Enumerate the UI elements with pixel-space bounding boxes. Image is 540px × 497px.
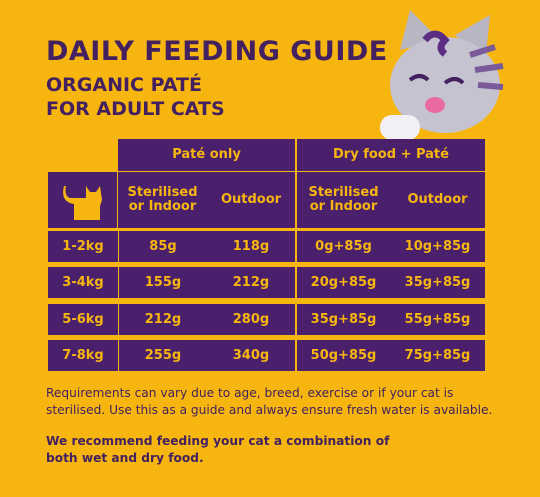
table-cell: 10g+85g — [390, 231, 485, 262]
table-cell: 20g+85g — [297, 267, 390, 298]
table-cell: 118g — [207, 231, 295, 262]
table-cell: 212g — [119, 304, 207, 335]
row-header: 7-8kg — [48, 340, 118, 371]
column-header: Sterilised or Indoor — [297, 172, 390, 228]
cat-illustration — [380, 10, 504, 140]
row-header: 5-6kg — [48, 304, 118, 335]
table-cell: 55g+85g — [390, 304, 485, 335]
table-cell: 340g — [207, 340, 295, 371]
table-cell: 85g — [119, 231, 207, 262]
table-cell: 155g — [119, 267, 207, 298]
column-header: Outdoor — [390, 172, 485, 228]
table-cell: 35g+85g — [297, 304, 390, 335]
table-cell: 75g+85g — [390, 340, 485, 371]
note: We recommend feeding your cat a combinat… — [46, 434, 390, 465]
table-cell: 0g+85g — [297, 231, 390, 262]
column-header: Sterilised or Indoor — [118, 172, 207, 228]
table-cell: 280g — [207, 304, 295, 335]
subtitle: FOR ADULT CATS — [46, 98, 225, 120]
table-cell: 50g+85g — [297, 340, 390, 371]
subtitle: ORGANIC PATÉ — [46, 74, 202, 96]
group-header: Paté only — [118, 139, 295, 171]
row-header: 1-2kg — [48, 231, 118, 262]
title: DAILY FEEDING GUIDE — [46, 36, 388, 67]
table-cell: 212g — [207, 267, 295, 298]
note: Requirements can vary due to age, breed,… — [46, 386, 493, 417]
row-header: 3-4kg — [48, 267, 118, 298]
column-header: Outdoor — [207, 172, 295, 228]
table-cell: 255g — [119, 340, 207, 371]
table-cell: 35g+85g — [390, 267, 485, 298]
cat-icon — [63, 186, 102, 220]
group-header: Dry food + Paté — [297, 139, 485, 171]
